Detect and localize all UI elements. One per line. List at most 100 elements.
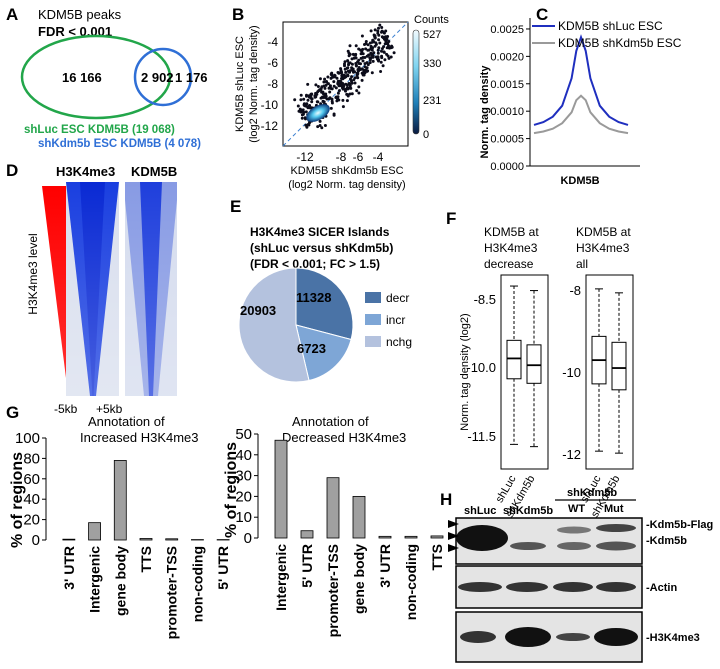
h-group-label: shKdm5b bbox=[567, 487, 617, 499]
panel-f-boxplots: Norm. tag density (log2) KDM5B at H3K4me… bbox=[459, 225, 634, 520]
h-band-kdm5b-mut bbox=[596, 541, 636, 551]
g-bar bbox=[274, 439, 288, 539]
g-ytick-label: 50 bbox=[235, 426, 252, 443]
scatter-point bbox=[316, 100, 320, 104]
scatter-point bbox=[344, 70, 348, 74]
pie-value-incr: 6723 bbox=[297, 341, 326, 356]
scatter-point bbox=[381, 64, 385, 68]
scatter-point bbox=[376, 48, 380, 52]
scatter-point bbox=[343, 62, 346, 66]
h-label-kdm5b: -Kdm5b bbox=[646, 535, 687, 547]
g-ytick-label: 60 bbox=[23, 471, 40, 488]
d-level-triangle bbox=[42, 186, 68, 394]
g-xtick-label: 3' UTR bbox=[61, 546, 77, 590]
scatter-point bbox=[376, 55, 380, 59]
scatter-point bbox=[386, 35, 390, 38]
g-left-ylabel: % of regions bbox=[9, 452, 26, 548]
scatter-point bbox=[328, 84, 332, 88]
g-bar bbox=[300, 530, 314, 539]
scatter-point bbox=[319, 87, 323, 91]
h-label-h3k4me3: -H3K4me3 bbox=[646, 632, 700, 644]
b-colorbar bbox=[412, 29, 420, 135]
c-xlabel: KDM5B bbox=[560, 175, 599, 187]
scatter-point bbox=[371, 38, 375, 42]
scatter-point bbox=[377, 26, 380, 30]
scatter-point bbox=[302, 97, 306, 101]
scatter-point bbox=[350, 62, 354, 66]
scatter-point bbox=[354, 44, 358, 48]
scatter-point bbox=[348, 44, 352, 48]
scatter-point bbox=[366, 43, 370, 47]
scatter-point bbox=[299, 93, 303, 97]
panel-g-bars: Annotation of Increased H3K4me3 Annotati… bbox=[9, 414, 445, 639]
scatter-point bbox=[378, 23, 382, 27]
venn-overlap-count: 2 902 bbox=[141, 70, 174, 85]
panel-label-c: C bbox=[536, 5, 548, 24]
h-arrow-3 bbox=[448, 544, 459, 552]
scatter-point bbox=[368, 61, 372, 65]
scatter-point bbox=[328, 96, 332, 100]
h-label-flag: -Kdm5b-Flag bbox=[646, 519, 713, 531]
scatter-point bbox=[325, 80, 328, 83]
scatter-point bbox=[346, 59, 350, 63]
b-xtick-2: -8 bbox=[336, 150, 347, 164]
scatter-point bbox=[336, 71, 340, 74]
scatter-point bbox=[364, 47, 368, 51]
panel-d-heatmaps: H3K4me3 KDM5B H3K4me3 level -5kb +5kb bbox=[26, 164, 177, 416]
scatter-point bbox=[346, 49, 350, 53]
c-ytick-label: 0.0020 bbox=[490, 51, 524, 63]
g-right-title-2: Decreased H3K4me3 bbox=[282, 430, 406, 445]
g-xtick-label: 3' UTR bbox=[377, 544, 393, 588]
scatter-point bbox=[340, 70, 344, 74]
scatter-point bbox=[303, 116, 307, 120]
f-left-title-3: decrease bbox=[484, 257, 534, 271]
g-xtick-label: 5' UTR bbox=[215, 546, 231, 590]
scatter-point bbox=[363, 56, 367, 59]
scatter-point bbox=[310, 97, 314, 101]
g-xtick-label: promoter-TSS bbox=[325, 544, 341, 637]
scatter-point bbox=[348, 70, 352, 74]
g-bar bbox=[378, 535, 392, 539]
g-xtick-label: gene body bbox=[112, 546, 128, 616]
scatter-point bbox=[369, 44, 373, 48]
scatter-point bbox=[361, 59, 365, 63]
panel-label-e: E bbox=[230, 197, 241, 216]
scatter-point bbox=[384, 42, 388, 46]
scatter-point bbox=[318, 124, 322, 127]
f-left-ytick-3: -11.5 bbox=[467, 429, 496, 444]
scatter-point bbox=[353, 76, 357, 80]
scatter-density-core bbox=[306, 104, 330, 122]
scatter-point bbox=[313, 95, 317, 99]
scatter-point bbox=[344, 89, 347, 93]
scatter-point bbox=[378, 41, 382, 45]
scatter-point bbox=[392, 51, 396, 55]
scatter-point bbox=[350, 81, 354, 85]
scatter-point bbox=[336, 82, 340, 86]
scatter-point bbox=[360, 49, 364, 53]
scatter-point bbox=[348, 86, 352, 90]
scatter-point bbox=[380, 29, 384, 33]
panel-h-blot: shLuc shKdm5b shKdm5b WT Mut -Kdm5b bbox=[448, 487, 713, 663]
d-col1-title: H3K4me3 bbox=[56, 164, 115, 179]
h-band-h3-1 bbox=[460, 631, 496, 643]
f-left-title-1: KDM5B at bbox=[484, 225, 539, 239]
scatter-point bbox=[344, 75, 348, 79]
scatter-point bbox=[306, 123, 310, 127]
g-bar bbox=[352, 495, 366, 539]
scatter-point bbox=[344, 82, 348, 86]
pie-legend-swatch-incr bbox=[365, 314, 381, 325]
scatter-point bbox=[351, 68, 354, 72]
f-left-frame bbox=[500, 274, 549, 470]
scatter-point bbox=[336, 91, 340, 95]
c-ytick-label: 0.0000 bbox=[490, 161, 524, 173]
pie-slice-nchg bbox=[238, 267, 310, 383]
pie-value-nchg: 20903 bbox=[240, 303, 276, 318]
scatter-point bbox=[345, 92, 349, 96]
scatter-point bbox=[355, 89, 359, 93]
scatter-point bbox=[335, 76, 339, 80]
scatter-point bbox=[332, 84, 336, 88]
scatter-point bbox=[363, 43, 366, 46]
g-bar bbox=[88, 522, 101, 541]
scatter-point bbox=[339, 67, 343, 71]
